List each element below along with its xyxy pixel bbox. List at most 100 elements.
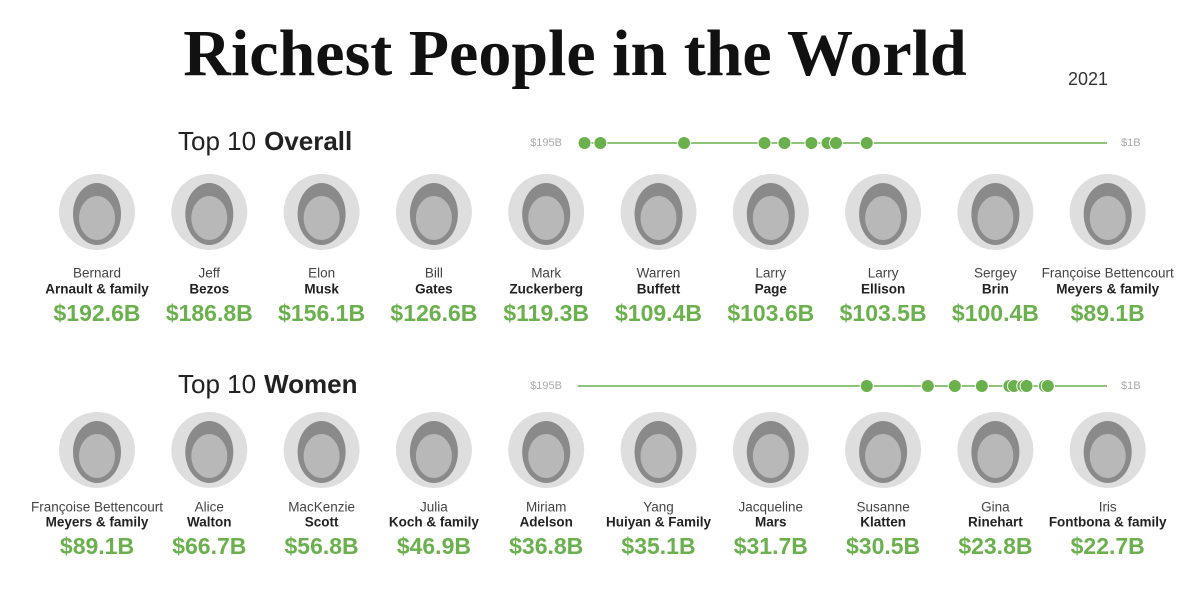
photo-face-light (415, 434, 452, 478)
heading-text: Top 10 (178, 369, 256, 399)
first-name: Larry (868, 266, 899, 281)
last-name: Page (755, 282, 788, 297)
photo-face-light (191, 196, 228, 240)
worth-dot (828, 136, 843, 150)
net-worth: $103.5B (840, 300, 927, 326)
first-name: Alice (195, 500, 224, 515)
section-heading: Top 10 Women (178, 369, 358, 399)
first-name: Sergey (974, 266, 1017, 281)
last-name: Rinehart (968, 515, 1023, 530)
last-name: Mars (755, 515, 787, 530)
last-name: Meyers & family (46, 515, 149, 530)
strip-tick-label: $195B (530, 137, 562, 149)
first-name: Mark (531, 266, 561, 281)
last-name: Meyers & family (1056, 282, 1159, 297)
strip-tick-label: $195B (530, 380, 562, 392)
first-name: Larry (755, 266, 786, 281)
first-name: MacKenzie (288, 500, 355, 515)
photo-face-light (640, 196, 677, 240)
first-name: Iris (1099, 500, 1117, 515)
first-name: Bernard (73, 266, 121, 281)
worth-dot (1019, 379, 1034, 393)
photo-face-light (79, 196, 115, 240)
last-name: Brin (982, 282, 1009, 297)
photo-face-light (303, 434, 340, 478)
net-worth: $31.7B (734, 533, 808, 559)
last-name: Buffett (637, 282, 681, 297)
net-worth: $56.8B (285, 533, 359, 559)
first-name: Françoise Bettencourt (31, 500, 163, 515)
photo-face-light (865, 196, 902, 240)
last-name: Klatten (860, 515, 906, 530)
photo-face-light (528, 196, 565, 240)
strip-tick-label: $1B (1121, 380, 1141, 392)
heading-bold: Women (264, 369, 357, 399)
worth-dot (677, 136, 692, 150)
last-name: Koch & family (389, 515, 480, 530)
first-name: Warren (637, 266, 681, 281)
last-name: Huiyan & Family (606, 515, 712, 530)
first-name: Gina (981, 500, 1010, 515)
worth-dot (593, 136, 608, 150)
worth-dot (777, 136, 792, 150)
photo-face-light (1089, 196, 1126, 240)
worth-dot (859, 379, 874, 393)
photo-face-light (303, 196, 340, 240)
first-name: Yang (643, 500, 674, 515)
first-name: Miriam (526, 500, 567, 515)
worth-dot (947, 379, 962, 393)
worth-dot (804, 136, 819, 150)
net-worth: $89.1B (60, 533, 134, 559)
net-worth: $22.7B (1071, 533, 1145, 559)
last-name: Fontbona & family (1049, 515, 1167, 530)
photo-face-light (191, 434, 228, 478)
net-worth: $36.8B (509, 533, 583, 559)
heading-text: Top 10 (178, 126, 256, 156)
last-name: Walton (187, 515, 232, 530)
net-worth: $156.1B (278, 300, 365, 326)
first-name: Bill (425, 266, 443, 281)
heading-bold: Overall (264, 126, 352, 156)
last-name: Gates (415, 282, 453, 297)
first-name: Julia (420, 500, 448, 515)
worth-dot (920, 379, 935, 393)
strip-tick-label: $1B (1121, 137, 1141, 149)
net-worth: $89.1B (1071, 300, 1145, 326)
net-worth: $186.8B (166, 300, 253, 326)
photo-face-light (977, 434, 1014, 478)
title: Richest People in the World (183, 17, 966, 90)
net-worth: $35.1B (621, 533, 695, 559)
photo-face-light (1089, 434, 1126, 478)
worth-dot (577, 136, 592, 150)
net-worth: $100.4B (952, 300, 1039, 326)
photo-face-light (528, 434, 565, 478)
last-name: Arnault & family (45, 282, 149, 297)
year: 2021 (1068, 69, 1108, 89)
last-name: Scott (305, 515, 339, 530)
worth-dot (859, 136, 874, 150)
net-worth: $119.3B (503, 300, 589, 326)
last-name: Ellison (861, 282, 905, 297)
net-worth: $192.6B (54, 300, 141, 326)
photo-face-light (865, 434, 902, 478)
net-worth: $103.6B (727, 300, 814, 326)
photo-face-light (752, 196, 789, 240)
net-worth: $109.4B (615, 300, 702, 326)
photo-face-light (752, 434, 789, 478)
worth-dot (757, 136, 772, 150)
first-name: Jeff (199, 266, 221, 281)
net-worth: $66.7B (172, 533, 246, 559)
section-heading: Top 10 Overall (178, 126, 352, 156)
worth-dot (974, 379, 989, 393)
last-name: Bezos (189, 282, 229, 297)
net-worth: $126.6B (390, 300, 477, 326)
net-worth: $46.9B (397, 533, 471, 559)
last-name: Zuckerberg (509, 282, 583, 297)
worth-dot (1040, 379, 1055, 393)
photo-face-light (415, 196, 452, 240)
net-worth: $30.5B (846, 533, 920, 559)
first-name: Jacqueline (739, 500, 804, 515)
first-name: Elon (308, 266, 335, 281)
net-worth: $23.8B (958, 533, 1032, 559)
